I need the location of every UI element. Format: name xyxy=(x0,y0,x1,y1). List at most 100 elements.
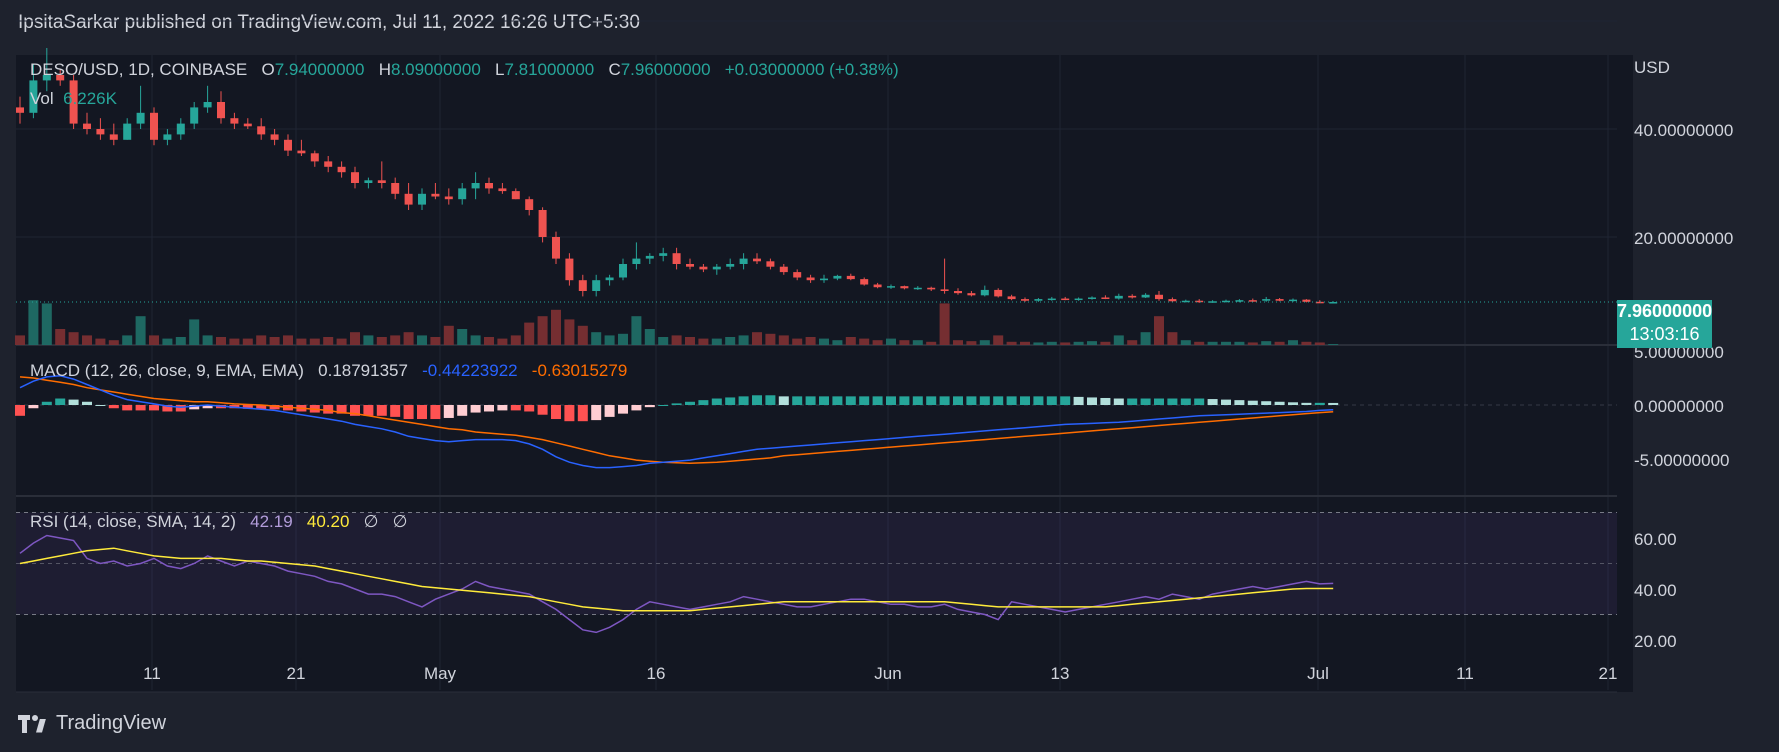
candle-body xyxy=(431,193,440,197)
x-tick-label: 16 xyxy=(647,664,666,683)
x-tick-label: 11 xyxy=(1456,664,1474,683)
candle-body xyxy=(217,102,225,119)
candle-body xyxy=(136,112,145,124)
macd-histogram-bar xyxy=(336,405,347,414)
macd-histogram-bar xyxy=(510,405,521,411)
volume-bar xyxy=(162,338,173,345)
volume-bar xyxy=(658,337,669,345)
volume-bar xyxy=(644,329,655,345)
candle-body xyxy=(1047,298,1056,301)
candle-body xyxy=(1181,300,1190,303)
macd-histogram-bar xyxy=(1033,396,1044,405)
macd-histogram-bar xyxy=(108,405,119,409)
macd-histogram-bar xyxy=(1006,396,1017,405)
footer-brand[interactable]: TradingView xyxy=(18,712,166,735)
candle-body xyxy=(1074,298,1083,301)
macd-histogram-bar xyxy=(765,395,776,405)
candle-body xyxy=(1128,295,1137,298)
rsi-line xyxy=(19,534,1334,634)
macd-histogram-bar xyxy=(564,405,575,422)
macd-signal-line xyxy=(19,376,1334,465)
macd-histogram-bar xyxy=(149,405,159,411)
candle-body xyxy=(297,150,306,154)
macd-histogram-bar xyxy=(1261,401,1272,405)
volume-bar xyxy=(524,322,535,345)
volume-bar xyxy=(899,340,910,345)
candle-body xyxy=(1155,294,1163,300)
macd-histogram-bar xyxy=(1314,402,1325,405)
candle-body xyxy=(873,284,882,288)
volume-bar xyxy=(122,335,133,345)
macd-histogram-bar xyxy=(1167,398,1178,405)
candle-body xyxy=(1034,299,1043,301)
volume-bar xyxy=(618,333,628,345)
volume-bar xyxy=(685,337,695,345)
macd-histogram-bar xyxy=(95,405,106,406)
volume-bar xyxy=(551,309,561,345)
volume-bar xyxy=(671,335,682,345)
macd-histogram-bar xyxy=(886,396,896,405)
volume-bar xyxy=(256,335,267,345)
volume-bar xyxy=(216,337,226,345)
candle-body xyxy=(699,266,708,270)
candle-body xyxy=(471,183,480,189)
candle-body xyxy=(793,272,802,278)
candle-body xyxy=(954,291,962,294)
candle-body xyxy=(444,196,453,200)
macd-histogram-bar xyxy=(1087,397,1097,405)
volume-bar xyxy=(1073,341,1084,345)
volume-bar xyxy=(845,337,856,345)
macd-histogram-bar xyxy=(1234,400,1245,405)
macd-hist-value: 0.18791357 xyxy=(318,361,408,380)
volume-bar xyxy=(1180,340,1191,345)
macd-histogram-bar xyxy=(926,396,937,405)
macd-legend: MACD (12, 26, close, 9, EMA, EMA) 0.1879… xyxy=(30,361,627,381)
macd-histogram-bar xyxy=(1207,399,1218,405)
macd-histogram-bar xyxy=(537,405,548,415)
candle-body xyxy=(1088,297,1096,299)
high-label: H xyxy=(378,60,391,79)
volume-bar xyxy=(189,319,200,345)
volume-bar xyxy=(752,332,762,345)
macd-histogram-bar xyxy=(28,405,39,409)
macd-histogram-bar xyxy=(671,403,682,405)
volume-bar xyxy=(872,340,883,345)
publish-line: IpsitaSarkar published on TradingView.co… xyxy=(18,12,640,33)
volume-bar xyxy=(28,300,39,345)
volume-bar xyxy=(390,335,401,345)
volume-bar xyxy=(1247,342,1258,345)
volume-label: Vol xyxy=(30,89,54,108)
candle-body xyxy=(498,188,507,192)
candle-body xyxy=(83,123,91,129)
volume-bar xyxy=(296,338,307,345)
macd-tick-label: -5.00000000 xyxy=(1634,451,1729,470)
macd-histogram-bar xyxy=(1301,402,1312,405)
volume-bar xyxy=(309,338,320,345)
macd-histogram-bar xyxy=(323,405,334,414)
chart-area[interactable] xyxy=(16,55,1633,692)
candle-body xyxy=(163,134,172,140)
candle-body xyxy=(96,129,105,135)
volume-bar xyxy=(149,335,159,345)
macd-histogram-bar xyxy=(792,396,803,405)
macd-histogram-bar xyxy=(899,396,910,405)
candle-body xyxy=(418,193,426,205)
macd-histogram-bar xyxy=(577,405,588,422)
rsi-label: RSI (14, close, SMA, 14, 2) xyxy=(30,512,236,531)
volume-bar xyxy=(1207,341,1218,345)
candle-body xyxy=(511,191,520,200)
x-tick-label: May xyxy=(424,664,457,683)
volume-bar xyxy=(819,338,829,345)
macd-histogram-bar xyxy=(819,396,829,405)
volume-bar xyxy=(55,329,66,345)
macd-histogram-bar xyxy=(202,405,213,409)
x-tick-label: 21 xyxy=(287,664,306,683)
candle-body xyxy=(1289,299,1297,302)
volume-bar xyxy=(604,335,615,345)
volume-bar xyxy=(1194,341,1205,345)
macd-histogram-bar xyxy=(1247,400,1258,405)
candle-body xyxy=(404,193,413,205)
footer-brand-label: TradingView xyxy=(56,712,167,734)
volume-bar xyxy=(738,335,749,345)
